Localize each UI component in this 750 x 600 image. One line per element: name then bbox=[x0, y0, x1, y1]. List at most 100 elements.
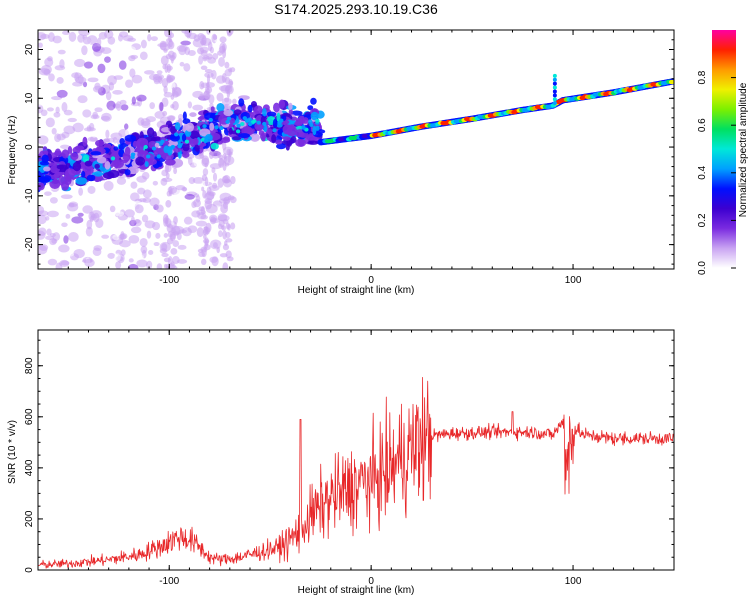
spectrogram-noise-cell bbox=[156, 263, 163, 269]
spectrogram-streak-cell bbox=[222, 153, 227, 160]
spectrogram-bright-cell bbox=[174, 132, 179, 137]
spectrogram-band-cell bbox=[44, 149, 49, 156]
spectrogram-noise-cell bbox=[141, 120, 151, 129]
spectrogram-noise-cell bbox=[178, 229, 187, 234]
spectrogram-noise-cell bbox=[82, 36, 92, 45]
spectrogram-noise-cell bbox=[183, 216, 193, 225]
figure-title: S174.2025.293.10.19.C36 bbox=[274, 1, 438, 17]
spectrogram-noise-cell bbox=[47, 258, 58, 266]
spectrogram-spike-cell bbox=[552, 97, 557, 102]
spectrogram-band-cell bbox=[286, 126, 298, 137]
spectrogram-x-tick-label: 100 bbox=[565, 275, 582, 286]
spectrogram-streak-cell bbox=[217, 178, 224, 188]
spectrogram-noise-cell bbox=[161, 177, 173, 182]
spectrogram-noise-cell bbox=[100, 47, 112, 55]
spectrogram-band-cell bbox=[250, 101, 257, 108]
spectrogram-noise-cell bbox=[57, 49, 66, 55]
spectrogram-band-cell bbox=[82, 136, 88, 147]
snr-y-tick-label: 0 bbox=[24, 567, 35, 573]
spectrogram-noise-cell bbox=[45, 117, 55, 128]
spectrogram-noise-cell bbox=[46, 107, 54, 112]
spectrogram-streak-cell bbox=[171, 261, 175, 267]
spectrogram-band-cell bbox=[182, 142, 190, 152]
spectrogram-band-cell bbox=[135, 156, 145, 166]
spectrogram-band-cell bbox=[113, 146, 119, 151]
spectrogram-noise-cell bbox=[102, 248, 109, 256]
spectrogram-noise-cell bbox=[152, 180, 159, 186]
spectrogram-streak-cell bbox=[174, 87, 182, 96]
spectrogram-noise-cell bbox=[170, 82, 176, 89]
snr-series-line bbox=[38, 376, 674, 569]
spectrogram-noise-cell bbox=[153, 242, 160, 247]
spectrogram-bright-cell bbox=[235, 129, 241, 134]
spectrogram-noise-cell bbox=[61, 102, 68, 113]
spectrogram-band-cell bbox=[124, 146, 131, 156]
spectrogram-noise-cell bbox=[206, 30, 211, 35]
snr-y-tick-label: 600 bbox=[24, 408, 35, 425]
spectrogram-bright-cell bbox=[203, 138, 209, 143]
spectrogram-bright-cell bbox=[290, 120, 295, 125]
spectrogram-streak-cell bbox=[204, 68, 213, 73]
spectrogram-band-cell bbox=[262, 107, 267, 117]
spectrogram-bright-cell bbox=[240, 122, 245, 127]
spectrogram-noise-cell bbox=[159, 101, 164, 112]
spectrogram-noise-cell bbox=[38, 135, 49, 145]
spectrogram-noise-cell bbox=[130, 226, 142, 234]
spectrogram-bright-cell bbox=[170, 144, 176, 149]
colorbar-tick-label: 0.8 bbox=[697, 70, 708, 84]
spectrogram-noise-cell bbox=[150, 36, 158, 42]
spectrogram-noise-cell bbox=[112, 234, 120, 241]
spectrogram-streak-cell bbox=[226, 256, 234, 262]
spectrogram-noise-cell bbox=[119, 240, 131, 248]
spectrogram-noise-cell bbox=[48, 73, 55, 82]
spectrogram-noise-cell bbox=[68, 31, 77, 42]
snr-x-label: Height of straight line (km) bbox=[298, 585, 415, 596]
spectrogram-noise-cell bbox=[131, 96, 136, 105]
spectrogram-band-cell bbox=[148, 140, 158, 149]
spectrogram-band-cell bbox=[64, 175, 72, 186]
spectrogram-band-cell bbox=[272, 118, 278, 128]
spectrogram-streak-cell bbox=[200, 39, 207, 46]
spectrogram-bright-cell bbox=[202, 124, 207, 129]
spectrogram-noise-cell bbox=[67, 117, 77, 123]
spectrogram-y-tick-label: -10 bbox=[24, 188, 35, 203]
spectrogram-streak-cell bbox=[220, 203, 229, 214]
spectrogram-band-cell bbox=[138, 150, 149, 155]
spectrogram-noise-cell bbox=[139, 51, 148, 61]
spectrogram-noise-cell bbox=[188, 177, 196, 185]
spectrogram-band-cell bbox=[95, 139, 105, 147]
spectrogram-streak-cell bbox=[166, 38, 173, 43]
spectrogram-streak-cell bbox=[225, 222, 231, 230]
spectrogram-band-cell bbox=[86, 174, 96, 182]
spectrogram-band-cell bbox=[247, 104, 253, 113]
spectrogram-bright-cell bbox=[244, 118, 250, 123]
spectrogram-streak-cell bbox=[163, 233, 169, 238]
spectrogram-noise-cell bbox=[103, 64, 113, 73]
spectrogram-streak-cell bbox=[225, 238, 233, 243]
spectrogram-streak-cell bbox=[166, 190, 171, 197]
spectrogram-streak-cell bbox=[225, 250, 232, 259]
spectrogram-streak-cell bbox=[206, 73, 211, 84]
spectrogram-streak-cell bbox=[224, 61, 230, 69]
spectrogram-noise-cell bbox=[85, 226, 93, 237]
spectrogram-band-cell bbox=[147, 127, 155, 138]
spectrogram-bright-cell bbox=[252, 119, 257, 124]
spectrogram-spike-cell bbox=[552, 89, 557, 94]
snr-y-tick-label: 800 bbox=[24, 357, 35, 374]
spectrogram-noise-cell bbox=[44, 57, 54, 67]
snr-background bbox=[38, 330, 674, 570]
spectrogram-noise-cell bbox=[149, 102, 155, 110]
spectrogram-band-cell bbox=[192, 137, 199, 145]
spectrogram-band-cell bbox=[261, 137, 266, 142]
spectrogram-bright-cell bbox=[208, 117, 214, 122]
spectrogram-band-cell bbox=[290, 136, 297, 144]
spectrogram-bright-cell bbox=[219, 126, 224, 131]
spectrogram-noise-cell bbox=[148, 249, 154, 255]
spectrogram-band-cell bbox=[75, 177, 88, 185]
spectrogram-streak-cell bbox=[165, 200, 172, 208]
spectrogram-band-cell bbox=[124, 134, 137, 142]
spectrogram-noise-cell bbox=[127, 263, 139, 269]
spectrogram-noise-cell bbox=[176, 259, 188, 264]
snr-x-tick-label: 100 bbox=[565, 576, 582, 587]
